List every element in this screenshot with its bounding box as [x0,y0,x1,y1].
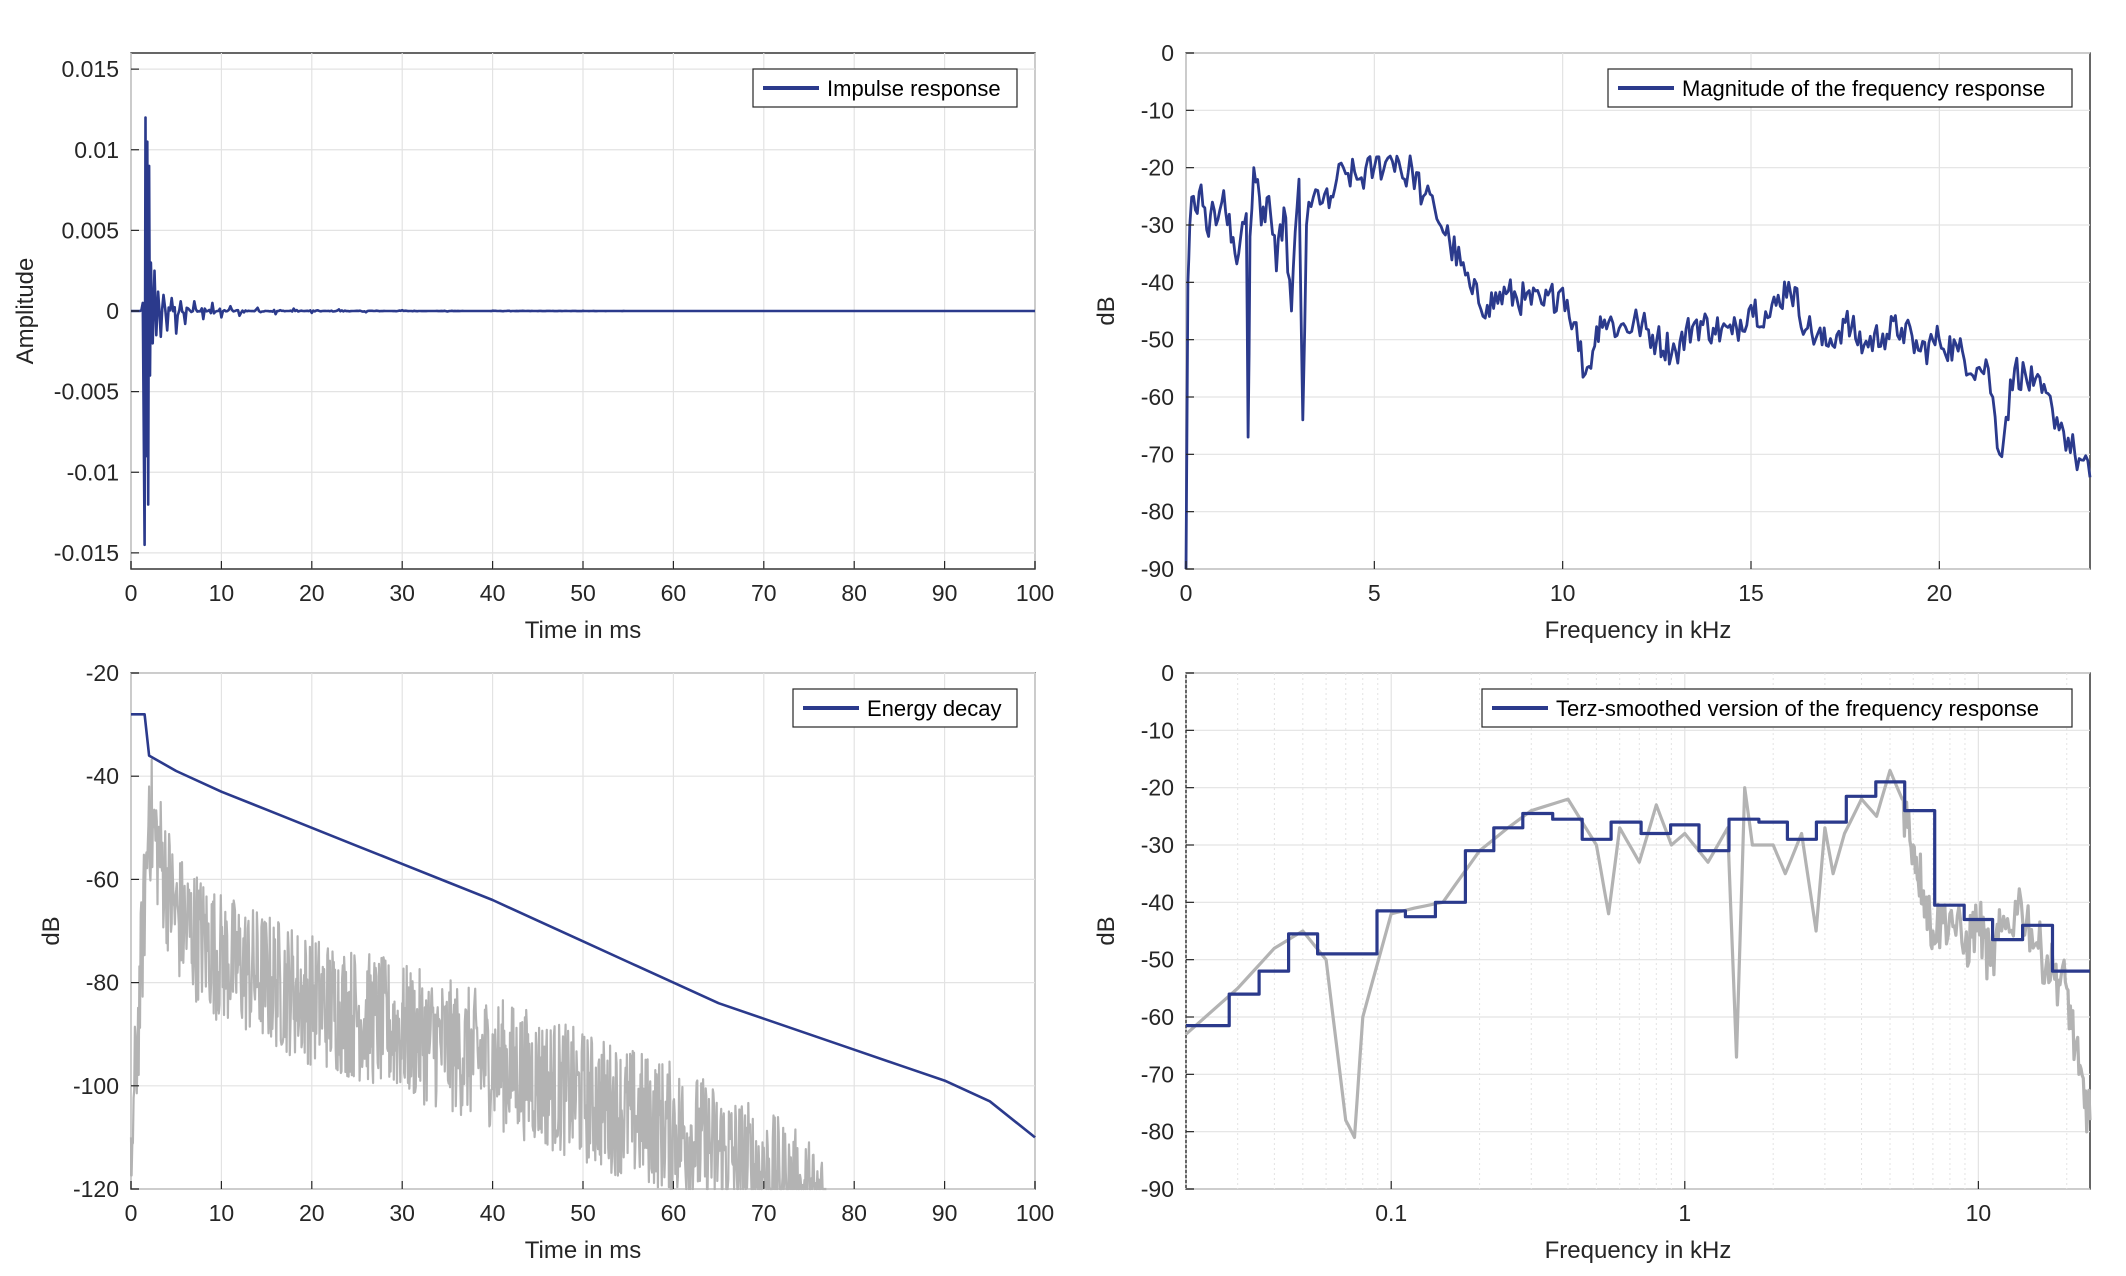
impulse-x-label: Time in ms [525,617,641,644]
impulse-ytick-label: 0.01 [74,137,119,163]
decay-ytick-label: -80 [86,970,119,996]
decay-xtick-label: 10 [209,1200,235,1226]
magnitude-xtick-label: 10 [1550,580,1576,606]
magnitude-xtick-label: 5 [1368,580,1381,606]
impulse-xtick-label: 30 [389,580,415,606]
magnitude-xtick-label: 20 [1927,580,1953,606]
decay-xtick-label: 50 [570,1200,596,1226]
impulse-xtick-label: 100 [1016,580,1054,606]
terz-ytick-label: 0 [1161,660,1174,686]
decay-xtick-label: 80 [841,1200,867,1226]
terz-xtick-label: 0.1 [1375,1200,1407,1226]
decay-xtick-label: 40 [480,1200,506,1226]
magnitude-ytick-label: -10 [1141,97,1174,123]
terz-smoothed-axes: 0 -10 -20 -30 -40 -50 -60 -70 -80 -90 0.1 1 10 Frequ… [1093,660,2092,1264]
impulse-xtick-label: 20 [299,580,325,606]
magnitude-ytick-label: -40 [1141,269,1174,295]
impulse-xtick-label: 0 [125,580,138,606]
impulse-xtick-label: 80 [841,580,867,606]
terz-xtick-label: 1 [1678,1200,1691,1226]
terz-ytick-label: -60 [1141,1004,1174,1030]
magnitude-ytick-label: -20 [1141,155,1174,181]
impulse-legend: Impulse response [752,68,1018,108]
decay-ytick-label: -120 [73,1176,119,1202]
magnitude-ytick-label: -60 [1141,384,1174,410]
terz-ytick-label: -30 [1141,832,1174,858]
decay-ytick-label: -20 [86,660,119,686]
impulse-ytick-label: -0.015 [54,540,119,566]
terz-raw-response-line [1184,768,2092,1139]
impulse-xtick-label: 60 [661,580,687,606]
terz-ytick-label: -90 [1141,1176,1174,1202]
impulse-xtick-label: 70 [751,580,777,606]
magnitude-xtick-label: 0 [1180,580,1193,606]
impulse-ytick-label: 0.005 [61,217,119,243]
magnitude-ytick-label: 0 [1161,40,1174,66]
decay-x-label: Time in ms [525,1237,641,1264]
decay-legend: Energy decay [792,688,1018,728]
terz-x-label: Frequency in kHz [1545,1237,1732,1264]
decay-legend-label: Energy decay [867,696,1002,721]
terz-xtick-label: 10 [1966,1200,1992,1226]
decay-raw-energy-line [129,758,827,1191]
magnitude-ytick-label: -90 [1141,556,1174,582]
magnitude-legend-label: Magnitude of the frequency response [1682,76,2045,101]
magnitude-y-label: dB [1093,296,1120,325]
terz-ytick-label: -10 [1141,717,1174,743]
impulse-xtick-label: 40 [480,580,506,606]
impulse-response-axes: -0.015 -0.01 -0.005 0 0.005 0.01 0.015 0 10 20 30 4… [12,52,1054,644]
decay-y-label: dB [38,916,65,945]
impulse-ytick-label: -0.005 [54,379,119,405]
impulse-ytick-label: 0 [106,298,119,324]
impulse-xtick-label: 50 [570,580,596,606]
decay-xtick-label: 30 [389,1200,415,1226]
magnitude-x-label: Frequency in kHz [1545,617,1732,644]
decay-xtick-label: 100 [1016,1200,1054,1226]
magnitude-response-line [1184,154,2092,570]
terz-y-label: dB [1093,916,1120,945]
impulse-response-line [131,116,1035,547]
magnitude-ytick-label: -50 [1141,327,1174,353]
terz-ytick-label: -80 [1141,1119,1174,1145]
decay-ytick-label: -60 [86,866,119,892]
magnitude-ytick-label: -80 [1141,499,1174,525]
decay-xtick-label: 70 [751,1200,777,1226]
decay-xtick-label: 20 [299,1200,325,1226]
impulse-ytick-label: 0.015 [61,56,119,82]
terz-ytick-label: -70 [1141,1061,1174,1087]
terz-ytick-label: -20 [1141,775,1174,801]
decay-ytick-label: -40 [86,763,119,789]
impulse-xtick-label: 90 [932,580,958,606]
terz-legend: Terz-smoothed version of the frequency r… [1481,688,2073,728]
decay-xtick-label: 0 [125,1200,138,1226]
terz-ytick-label: -40 [1141,889,1174,915]
decay-ytick-label: -100 [73,1073,119,1099]
impulse-y-label: Amplitude [12,258,39,365]
energy-decay-line [131,713,1036,1139]
terz-legend-label: Terz-smoothed version of the frequency r… [1556,696,2039,721]
magnitude-ytick-label: -30 [1141,212,1174,238]
decay-xtick-label: 90 [932,1200,958,1226]
magnitude-legend: Magnitude of the frequency response [1607,68,2073,108]
decay-xtick-label: 60 [661,1200,687,1226]
magnitude-ytick-label: -70 [1141,441,1174,467]
magnitude-xtick-label: 15 [1738,580,1764,606]
magnitude-response-axes: 0-10-20-30-40-50-60-70-80-900 5 10 15 20 Fre… [1093,40,2092,644]
impulse-ytick-label: -0.01 [67,459,119,485]
impulse-legend-label: Impulse response [827,76,1001,101]
impulse-xtick-label: 10 [209,580,235,606]
terz-smoothed-line [1186,780,2090,1028]
terz-ytick-label: -50 [1141,947,1174,973]
